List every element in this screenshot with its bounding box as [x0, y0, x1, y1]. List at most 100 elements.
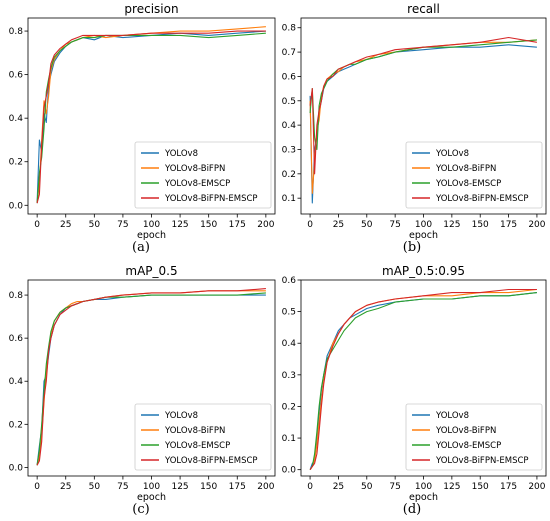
legend: YOLOv8 YOLOv8-BiFPN YOLOv8-EMSCP YOLOv8-BiF… — [134, 403, 272, 471]
x-axis-label: epoch — [137, 230, 166, 241]
x-tick-label: 0 — [34, 482, 40, 492]
legend-label: YOLOv8-BiFPN — [164, 164, 225, 174]
x-tick-label: 0 — [307, 220, 313, 230]
legend-label: YOLOv8-EMSCP — [435, 179, 501, 189]
x-tick-label: 100 — [143, 220, 160, 230]
x-tick-label: 150 — [472, 220, 489, 230]
legend-label: YOLOv8-BiFPN-EMSCP — [164, 194, 258, 204]
legend-box — [134, 141, 272, 209]
x-tick-label: 25 — [333, 482, 344, 492]
y-tick-label: 0.3 — [282, 145, 296, 155]
x-tick-label: 50 — [89, 220, 101, 230]
y-tick-label: 0.1 — [282, 434, 296, 444]
x-tick-label: 75 — [117, 482, 128, 492]
x-tick-label: 175 — [229, 482, 246, 492]
legend-label: YOLOv8 — [435, 149, 469, 159]
x-tick-label: 25 — [60, 220, 71, 230]
legend-label: YOLOv8-BiFPN-EMSCP — [435, 456, 529, 466]
x-tick-label: 50 — [361, 482, 373, 492]
x-tick-label: 100 — [143, 482, 160, 492]
caption-d: (d) — [402, 502, 422, 517]
legend-box — [405, 141, 543, 209]
y-tick-label: 0.2 — [9, 420, 23, 430]
y-tick-label: 0.2 — [282, 170, 296, 180]
y-tick-label: 0.4 — [282, 339, 297, 349]
series-line-yolov8-bifpn-emscp — [36, 30, 266, 204]
x-tick-label: 125 — [443, 482, 460, 492]
x-tick-label: 125 — [443, 220, 460, 230]
x-tick-label: 200 — [257, 220, 274, 230]
x-tick-label: 75 — [389, 220, 400, 230]
x-tick-label: 200 — [528, 482, 545, 492]
legend-label: YOLOv8-EMSCP — [164, 441, 230, 451]
series-line-yolov8-emscp — [36, 32, 266, 204]
legend-label: YOLOv8 — [164, 411, 198, 421]
y-tick-label: 0.0 — [9, 201, 24, 211]
x-axis-label: epoch — [409, 492, 438, 503]
legend-label: YOLOv8 — [435, 411, 469, 421]
y-tick-label: 0.6 — [282, 72, 297, 82]
x-tick-label: 100 — [415, 482, 432, 492]
y-tick-label: 0.2 — [282, 402, 296, 412]
x-axis-label: epoch — [137, 492, 166, 503]
x-tick-label: 0 — [307, 482, 313, 492]
legend: YOLOv8 YOLOv8-BiFPN YOLOv8-EMSCP YOLOv8-BiF… — [134, 141, 272, 209]
x-tick-label: 50 — [361, 220, 373, 230]
legend-label: YOLOv8-BiFPN-EMSCP — [164, 456, 258, 466]
chart-map-0-5-0-95: mAP_0.5:0.95 0 25 50 75 100 125 150 175 200 0.0 0.1… — [282, 264, 547, 503]
y-tick-label: 0.3 — [282, 371, 296, 381]
x-tick-label: 200 — [528, 220, 545, 230]
series-line-yolov8-bifpn-emscp — [309, 288, 537, 471]
legend-box — [405, 403, 543, 471]
y-tick-label: 0.0 — [9, 463, 24, 473]
x-tick-label: 175 — [500, 482, 517, 492]
x-tick-label: 75 — [117, 220, 128, 230]
legend: YOLOv8 YOLOv8-BiFPN YOLOv8-EMSCP YOLOv8-BiF… — [405, 141, 543, 209]
x-tick-label: 175 — [500, 220, 517, 230]
y-tick-label: 0.1 — [282, 194, 296, 204]
chart-title: recall — [407, 2, 440, 16]
x-tick-label: 25 — [60, 482, 71, 492]
legend-label: YOLOv8-EMSCP — [164, 179, 230, 189]
y-tick-label: 0.8 — [9, 27, 24, 37]
chart-title: precision — [124, 2, 178, 16]
series-line-yolov8-bifpn-emscp — [36, 288, 266, 466]
legend-box — [134, 403, 272, 471]
x-tick-label: 0 — [34, 220, 40, 230]
y-tick-label: 0.4 — [9, 114, 24, 124]
x-tick-label: 150 — [200, 220, 217, 230]
legend-label: YOLOv8-BiFPN-EMSCP — [435, 194, 529, 204]
chart-recall: recall 0 25 50 75 100 125 150 175 200 0.1 0.2 0.3 0.4… — [282, 2, 547, 241]
chart-title: mAP_0.5 — [125, 264, 177, 278]
chart-map-0-5: mAP_0.5 0 25 50 75 100 125 150 175 200 0.0 0.2 0.4 0.… — [9, 264, 276, 503]
y-tick-label: 0.5 — [282, 308, 296, 318]
x-tick-label: 25 — [333, 220, 344, 230]
y-tick-label: 0.6 — [282, 276, 297, 286]
y-tick-label: 0.6 — [9, 71, 24, 81]
series-line-yolov8-bifpn-emscp — [309, 36, 537, 175]
y-tick-label: 0.4 — [9, 377, 24, 387]
x-tick-label: 50 — [89, 482, 101, 492]
x-tick-label: 200 — [257, 482, 274, 492]
x-tick-label: 100 — [415, 220, 432, 230]
y-tick-label: 0.7 — [282, 48, 296, 58]
caption-a: (a) — [132, 240, 150, 255]
x-tick-label: 150 — [200, 482, 217, 492]
y-tick-label: 0.2 — [9, 158, 23, 168]
series-line-yolov8-emscp — [309, 39, 537, 151]
caption-c: (c) — [132, 502, 150, 517]
legend-label: YOLOv8-BiFPN — [164, 426, 225, 436]
legend: YOLOv8 YOLOv8-BiFPN YOLOv8-EMSCP YOLOv8-BiF… — [405, 403, 543, 471]
x-tick-label: 175 — [229, 220, 246, 230]
legend-label: YOLOv8-BiFPN — [435, 164, 496, 174]
x-tick-label: 125 — [171, 482, 188, 492]
caption-b: (b) — [402, 240, 422, 255]
legend-label: YOLOv8-BiFPN — [435, 426, 496, 436]
x-tick-label: 150 — [472, 482, 489, 492]
series-line-yolov8-emscp — [309, 292, 537, 471]
y-tick-label: 0.4 — [282, 121, 297, 131]
x-tick-label: 75 — [389, 482, 400, 492]
y-tick-label: 0.0 — [282, 466, 297, 476]
chart-precision: precision 0 25 50 75 100 125 150 175 200 0.0 0.2 0.4… — [9, 2, 276, 241]
